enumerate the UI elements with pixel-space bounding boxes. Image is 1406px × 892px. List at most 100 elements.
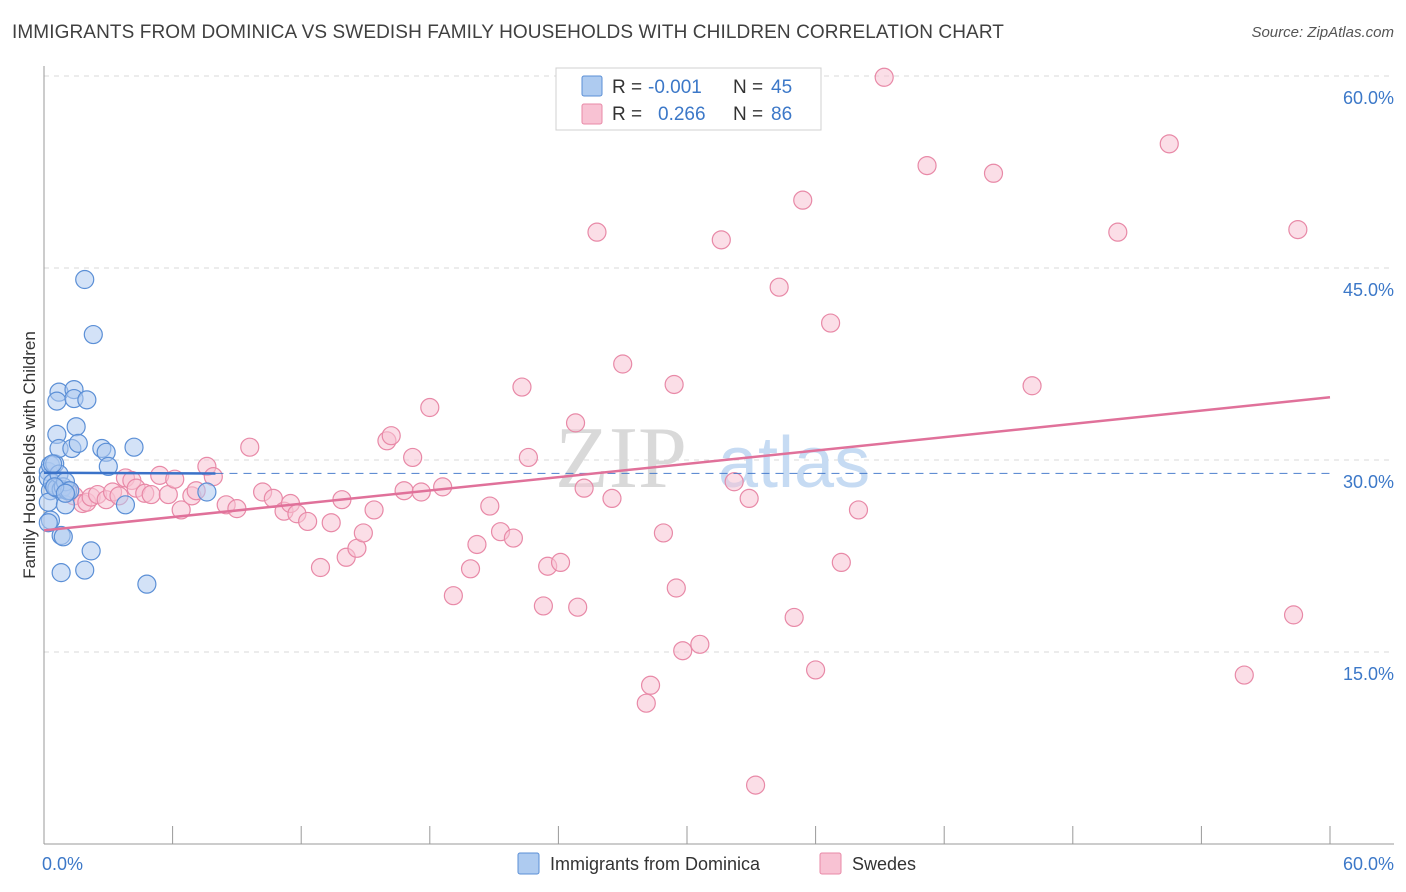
dominica-point-14 <box>47 391 67 411</box>
swedes-point-76 <box>805 660 826 680</box>
dominica-point-36 <box>137 574 157 594</box>
stats-legend: R = -0.001 N = 45 R = 0.266 N = 86 <box>555 67 822 131</box>
swedes-point-47 <box>467 534 487 555</box>
dominica-point-39 <box>81 541 101 561</box>
dominica-point-40 <box>197 482 217 502</box>
swedes-trend-line <box>43 396 1331 532</box>
dominica-point-26 <box>66 417 86 437</box>
bottom-legend-label-swedes: Swedes <box>852 854 916 874</box>
swedes-point-51 <box>512 377 532 397</box>
swedes-point-88 <box>1288 220 1308 240</box>
axes <box>43 66 1394 845</box>
bottom-legend-swatch-blue <box>517 852 540 875</box>
swedes-point-30 <box>298 511 318 532</box>
swedes-point-81 <box>917 156 937 176</box>
swedes-point-13 <box>141 484 161 505</box>
dominica-point-34 <box>115 495 136 515</box>
chart-title: IMMIGRANTS FROM DOMINICA VS SWEDISH FAMI… <box>12 22 1005 43</box>
swedes-point-86 <box>1234 665 1254 685</box>
swedes-point-72 <box>745 775 766 795</box>
legend-swatch-blue <box>581 75 603 97</box>
y-tick-label-15: 15.0% <box>1343 664 1394 684</box>
watermark-atlas: atlas <box>718 423 870 503</box>
swedes-point-63 <box>640 675 661 695</box>
swedes-point-56 <box>565 413 586 433</box>
y-tick-labels: 15.0% 30.0% 45.0% 60.0% <box>1343 88 1394 684</box>
swedes-point-48 <box>480 496 500 516</box>
swedes-point-40 <box>394 481 414 501</box>
dominica-point-30 <box>83 324 103 345</box>
legend-swatch-pink <box>581 103 603 125</box>
swedes-point-82 <box>983 163 1004 183</box>
bottom-legend-label-dominica: Immigrants from Dominica <box>550 854 761 874</box>
swedes-point-31 <box>310 557 331 578</box>
dominica-point-43 <box>55 483 76 503</box>
swedes-point-52 <box>518 447 538 468</box>
legend-r-value-2: 0.266 <box>658 104 706 125</box>
dominica-point-27 <box>68 433 88 453</box>
swedes-point-71 <box>739 488 759 508</box>
legend-n-value-2: 86 <box>771 104 792 125</box>
y-tick-label-30: 30.0% <box>1343 472 1394 492</box>
grid-lines <box>44 75 1394 653</box>
swedes-point-45 <box>443 586 463 606</box>
swedes-point-58 <box>574 478 594 498</box>
y-tick-label-60: 60.0% <box>1343 88 1394 108</box>
dominica-point-17 <box>53 527 73 547</box>
bottom-legend: Immigrants from Dominica Swedes <box>517 852 916 875</box>
swedes-point-84 <box>1108 222 1128 242</box>
swedes-point-46 <box>460 559 481 579</box>
x-tick-label-min: 0.0% <box>42 854 83 874</box>
trend-lines <box>43 396 1331 532</box>
y-axis-title: Family Households with Children <box>20 331 39 579</box>
swedes-point-39 <box>381 426 401 446</box>
swedes-point-77 <box>821 313 841 333</box>
legend-n-label-2: N = <box>733 104 763 125</box>
dominica-point-38 <box>75 560 95 580</box>
legend-r-value-1: -0.001 <box>648 77 702 98</box>
swedes-point-67 <box>673 641 693 661</box>
swedes-point-57 <box>568 597 588 617</box>
swedes-point-16 <box>165 469 185 489</box>
dominica-point-44 <box>42 454 63 474</box>
legend-n-value-1: 45 <box>771 77 792 98</box>
swedes-point-65 <box>664 374 684 395</box>
swedes-point-59 <box>587 222 607 242</box>
swedes-point-79 <box>848 500 869 520</box>
swedes-point-66 <box>666 578 686 598</box>
swedes-point-37 <box>364 500 384 520</box>
swedes-point-78 <box>831 552 851 573</box>
swedes-point-36 <box>353 523 373 543</box>
x-ticks <box>43 826 1331 844</box>
swedes-point-50 <box>503 528 523 548</box>
swedes-point-32 <box>321 513 341 533</box>
dominica-point-28 <box>77 390 97 410</box>
swedes-point-87 <box>1283 605 1304 625</box>
swedes-point-85 <box>1159 134 1179 154</box>
legend-n-label-1: N = <box>733 77 763 98</box>
watermark: ZIP atlas <box>555 410 870 507</box>
legend-r-label-2: R = <box>612 104 642 125</box>
swedes-point-62 <box>636 693 656 713</box>
swedes-point-44 <box>433 477 453 497</box>
y-tick-label-45: 45.0% <box>1343 280 1394 300</box>
legend-r-label-1: R = <box>612 77 642 98</box>
swedes-point-80 <box>874 67 894 87</box>
swedes-point-55 <box>550 552 571 573</box>
swedes-point-61 <box>613 354 633 374</box>
dominica-point-37 <box>51 563 71 583</box>
swedes-point-24 <box>240 437 260 457</box>
dominica-point-33 <box>98 456 118 476</box>
dominica-points <box>38 269 217 594</box>
dominica-point-29 <box>75 269 95 290</box>
swedes-point-75 <box>793 190 813 210</box>
bottom-legend-swatch-pink <box>819 852 842 875</box>
swedes-point-70 <box>724 472 744 492</box>
swedes-point-41 <box>403 447 423 468</box>
swedes-point-60 <box>602 488 622 508</box>
dominica-trend-line <box>43 471 216 475</box>
source-label: Source: ZipAtlas.com <box>1251 24 1394 41</box>
dominica-point-41 <box>38 513 58 533</box>
swedes-point-73 <box>769 277 789 297</box>
